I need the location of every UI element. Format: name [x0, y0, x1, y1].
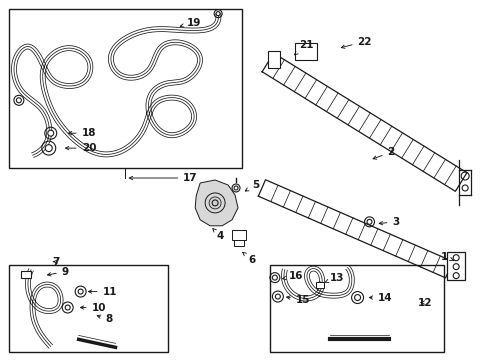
Text: 5: 5	[245, 180, 259, 191]
Bar	[234, 240, 244, 246]
Bar	[447, 252, 464, 280]
Text: 21: 21	[294, 40, 313, 55]
Bar	[294, 42, 316, 60]
Text: 3: 3	[379, 217, 399, 227]
Circle shape	[234, 186, 238, 190]
Circle shape	[272, 275, 277, 280]
Circle shape	[275, 294, 280, 299]
Text: 12: 12	[416, 297, 431, 307]
Text: 14: 14	[368, 293, 391, 302]
Text: 1: 1	[440, 252, 453, 262]
Bar	[9, 9, 242, 168]
Circle shape	[65, 305, 70, 310]
Bar	[315, 282, 323, 288]
Text: 13: 13	[324, 273, 344, 283]
Circle shape	[366, 219, 371, 224]
Text: 8: 8	[97, 314, 113, 324]
Text: 16: 16	[282, 271, 303, 281]
Text: 17: 17	[129, 173, 198, 183]
Circle shape	[78, 289, 83, 294]
Text: 6: 6	[242, 252, 255, 265]
Text: 20: 20	[65, 143, 96, 153]
Text: 11: 11	[88, 287, 117, 297]
Text: 9: 9	[47, 267, 69, 276]
Bar	[9, 265, 168, 352]
Text: 22: 22	[341, 36, 371, 48]
Bar	[232, 230, 245, 240]
Circle shape	[17, 98, 21, 103]
Text: 19: 19	[180, 18, 201, 28]
Circle shape	[212, 200, 218, 206]
Circle shape	[216, 12, 220, 15]
Bar	[21, 271, 31, 278]
Text: 10: 10	[80, 302, 106, 312]
Text: 2: 2	[372, 147, 394, 159]
Polygon shape	[195, 180, 238, 226]
Text: 7: 7	[53, 257, 60, 267]
Bar	[267, 50, 279, 68]
Circle shape	[48, 130, 54, 136]
Text: 15: 15	[286, 294, 310, 305]
Text: 4: 4	[212, 229, 223, 241]
Bar	[269, 265, 443, 352]
Circle shape	[45, 145, 52, 152]
Text: 18: 18	[68, 128, 96, 138]
Circle shape	[354, 294, 360, 301]
